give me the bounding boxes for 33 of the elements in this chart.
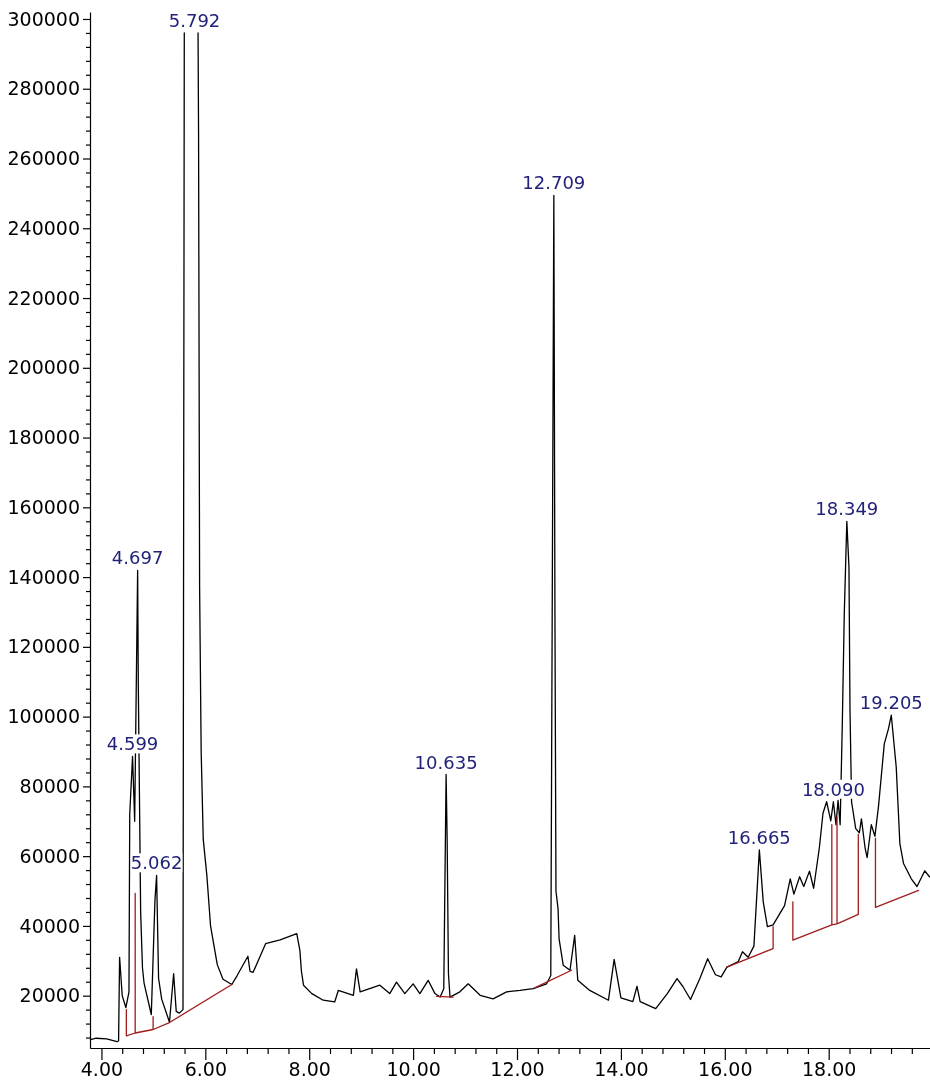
y-tick-label: 220000 <box>7 286 80 309</box>
y-tick-label: 160000 <box>7 495 80 518</box>
annotation: 18.090 <box>801 778 865 800</box>
annotation: 4.599 <box>106 733 159 755</box>
y-tick-label: 300000 <box>7 7 80 30</box>
annotation: 19.205 <box>859 692 923 714</box>
y-tick-label: 260000 <box>7 147 80 170</box>
y-tick-label: 100000 <box>7 705 80 728</box>
y-tick-label: 140000 <box>7 565 80 588</box>
annotation: 10.635 <box>414 751 478 773</box>
x-tick-label: 12.00 <box>490 1058 545 1081</box>
x-tick-label: 14.00 <box>594 1058 649 1081</box>
y-tick-label: 120000 <box>7 635 80 658</box>
annotation: 18.349 <box>815 498 879 520</box>
annotation: 5.062 <box>130 852 183 874</box>
x-tick-label: 18.00 <box>802 1058 857 1081</box>
x-tick-label: 8.00 <box>288 1058 331 1081</box>
y-tick-label: 80000 <box>19 774 80 797</box>
annotation: 16.665 <box>727 826 791 848</box>
y-tick-label: 280000 <box>7 77 80 100</box>
x-tick-label: 10.00 <box>386 1058 441 1081</box>
x-tick-label: 4.00 <box>80 1058 124 1081</box>
y-tick-label: 200000 <box>7 356 80 379</box>
annotation: 4.697 <box>111 547 164 569</box>
x-tick-label: 16.00 <box>698 1058 753 1081</box>
y-tick-label: 60000 <box>19 844 80 867</box>
x-tick-label: 6.00 <box>184 1058 227 1081</box>
y-tick-label: 40000 <box>19 914 80 937</box>
annotation: 12.709 <box>522 172 586 194</box>
y-tick-label: 180000 <box>7 426 80 449</box>
annotation: 5.792 <box>168 9 221 31</box>
y-tick-label: 240000 <box>7 216 80 239</box>
y-tick-label: 20000 <box>19 984 80 1007</box>
